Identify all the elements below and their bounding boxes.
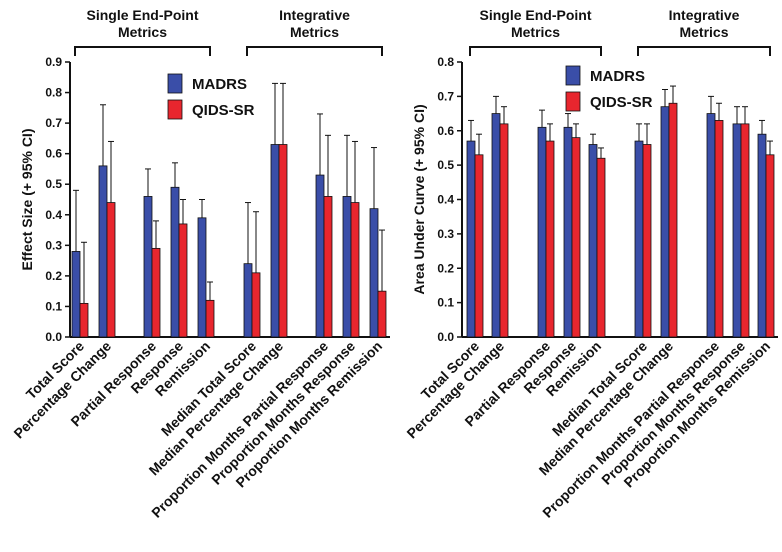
legend-label: QIDS-SR [590,94,653,111]
y-axis-title: Area Under Curve (+ 95% CI) [411,104,427,294]
bar-qids-0 [79,302,89,338]
y-tick-label: 0.0 [45,330,62,344]
bar-madrs-0 [71,251,81,338]
group-label: Metrics [290,24,339,40]
legend-label: MADRS [192,76,247,93]
bar-qids-8 [350,202,360,338]
bar-madrs-4 [588,144,598,338]
group-bracket [637,46,771,56]
bar-qids-6 [278,144,288,338]
legend-label: MADRS [590,68,645,85]
group-label: Metrics [118,24,167,40]
bar-qids-5 [642,144,652,338]
group-bracket [246,46,383,56]
bar-madrs-2 [537,126,547,338]
y-tick-label: 0.5 [45,177,62,191]
y-tick-label: 0.2 [45,269,62,283]
y-tick-label: 0.6 [437,124,454,138]
bar-qids-3 [178,223,188,338]
bar-qids-1 [499,123,509,338]
bar-madrs-6 [660,106,670,338]
legend-label: QIDS-SR [192,102,255,119]
bar-qids-7 [714,120,724,338]
bar-qids-2 [545,140,555,338]
group-label: Metrics [511,24,560,40]
bar-qids-0 [474,154,484,338]
bar-qids-6 [668,102,678,338]
group-label: Single End-Point [87,7,199,23]
bar-madrs-5 [243,263,253,338]
bar-madrs-6 [270,144,280,338]
y-tick-label: 0.3 [437,227,454,241]
y-tick-label: 0.2 [437,261,454,275]
group-bracket [74,46,211,56]
group-bracket [469,46,602,56]
bar-madrs-4 [197,217,207,338]
y-tick-label: 0.4 [45,208,62,222]
bar-qids-8 [740,123,750,338]
y-tick-label: 0.7 [45,116,62,130]
group-label: Single End-Point [480,7,592,23]
bar-madrs-8 [732,123,742,338]
bar-madrs-7 [315,174,325,338]
group-label: Metrics [679,24,728,40]
bar-madrs-7 [706,113,716,338]
bar-qids-3 [571,137,581,338]
bar-madrs-8 [342,196,352,338]
y-tick-label: 0.1 [45,299,62,313]
bar-qids-4 [596,157,606,338]
bar-madrs-5 [634,140,644,338]
bar-madrs-9 [757,133,767,338]
y-axis-title: Effect Size (+ 95% CI) [19,129,35,271]
y-tick-label: 0.6 [45,147,62,161]
y-tick-label: 0.8 [437,55,454,69]
bar-madrs-9 [369,208,379,338]
bar-madrs-0 [466,140,476,338]
bar-qids-4 [205,299,215,338]
y-tick-label: 0.4 [437,193,454,207]
y-tick-label: 0.0 [437,330,454,344]
legend-swatch-madrs [167,73,183,94]
bar-madrs-2 [143,196,153,338]
bar-qids-5 [251,272,261,338]
bar-madrs-1 [491,113,501,338]
y-tick-label: 0.5 [437,158,454,172]
bar-madrs-1 [98,165,108,338]
bar-madrs-3 [563,126,573,338]
bar-madrs-3 [170,186,180,338]
y-tick-label: 0.8 [45,86,62,100]
bar-qids-9 [765,154,775,338]
bar-qids-2 [151,247,161,338]
group-label: Integrative [669,7,740,23]
bar-qids-1 [106,202,116,338]
y-tick-label: 0.1 [437,296,454,310]
legend-swatch-madrs [565,65,581,86]
y-tick-label: 0.3 [45,238,62,252]
y-tick-label: 0.9 [45,55,62,69]
group-label: Integrative [279,7,350,23]
legend-swatch-qids [167,99,183,120]
bar-qids-9 [377,290,387,338]
chart-panel-2: 0.0 0.1 0.2 0.3 0.4 0.5 0.6 0.7 0.8 Area Under Cu… [403,7,778,521]
bar-qids-7 [323,196,333,338]
y-tick-label: 0.7 [437,89,454,103]
chart-panel-1: 0.0 0.1 0.2 0.3 0.4 0.5 0.6 0.7 0.8 0.9 Effect Siz… [10,7,390,521]
legend-swatch-qids [565,91,581,112]
